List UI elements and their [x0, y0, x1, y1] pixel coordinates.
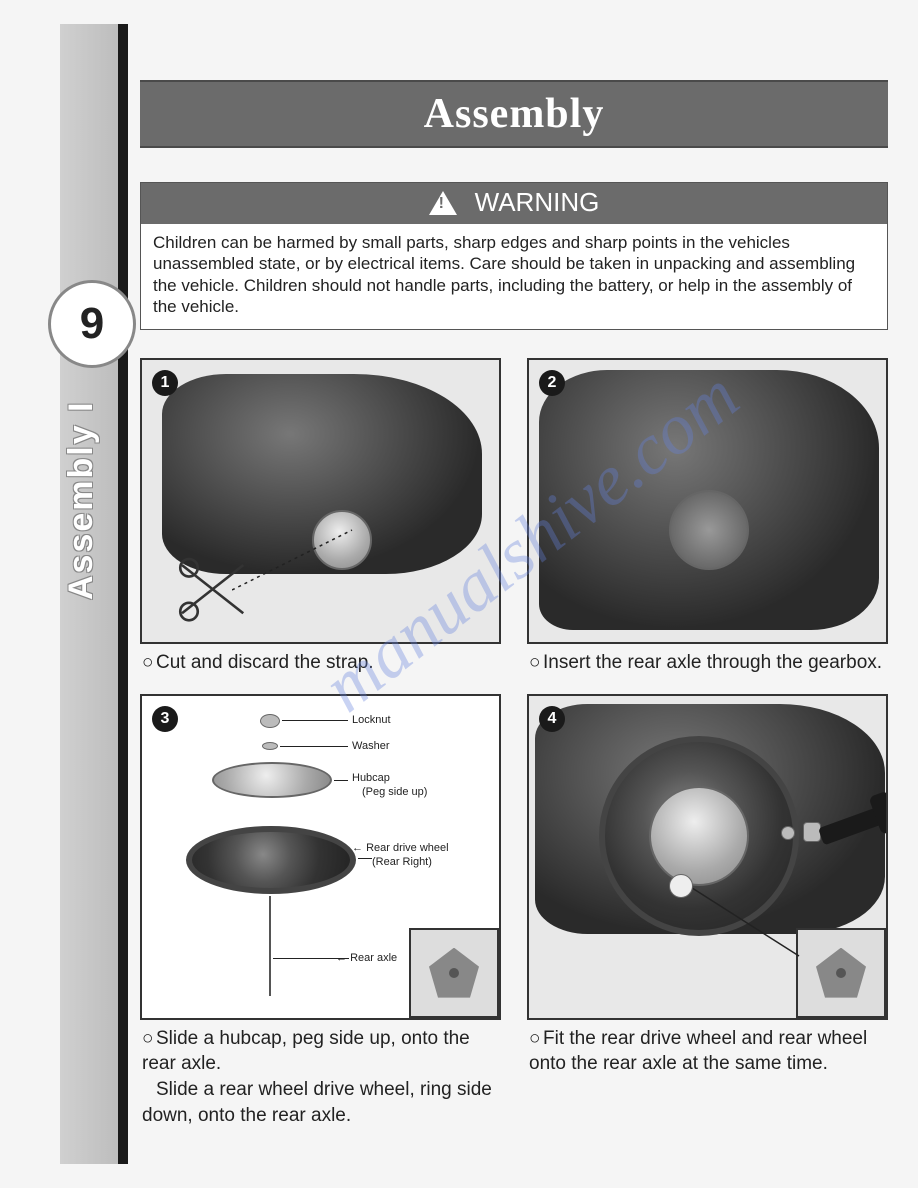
axle-label-text: Rear axle [350, 952, 397, 964]
bullet-icon: ○ [529, 650, 543, 676]
step-2: 2 ○Insert the rear axle through the gear… [527, 358, 888, 676]
warning-label: WARNING [475, 187, 600, 218]
exploded-view: Locknut Washer Hubcap (Peg side up) ← Re… [142, 696, 499, 1018]
caption-text: Fit the rear drive wheel and rear wheel … [529, 1028, 867, 1075]
washer-label: Washer [352, 740, 390, 752]
hubcap-note: (Peg side up) [362, 786, 427, 798]
callout-line [358, 858, 372, 859]
warning-box: WARNING Children can be harmed by small … [140, 182, 888, 330]
step-4-caption: ○Fit the rear drive wheel and rear wheel… [527, 1026, 888, 1077]
callout-line [282, 720, 348, 721]
step-2-figure: 2 [527, 358, 888, 644]
caption-text: Slide a rear wheel drive wheel, ring sid… [142, 1079, 492, 1126]
caption-text: Cut and discard the strap. [156, 652, 374, 673]
callout-line [334, 780, 348, 781]
dotted-line [232, 520, 362, 600]
step-2-caption: ○Insert the rear axle through the gearbo… [527, 650, 888, 676]
bullet-icon: ○ [142, 650, 156, 676]
hubcap-label: Hubcap [352, 772, 390, 784]
step-badge: 1 [152, 370, 178, 396]
step-badge: 2 [539, 370, 565, 396]
step-badge: 3 [152, 706, 178, 732]
page-number-badge: 9 [48, 280, 136, 368]
steps-grid: 1 ○Cut and discard the strap. 2 [140, 358, 888, 1128]
header-title: Assembly [424, 90, 605, 138]
inset-detail [409, 928, 499, 1018]
warning-text: Children can be harmed by small parts, s… [141, 224, 887, 329]
caption-text: Insert the rear axle through the gearbox… [543, 652, 882, 673]
bullet-icon: ○ [529, 1026, 543, 1052]
inset-detail [796, 928, 886, 1018]
hubcap-part [212, 762, 332, 798]
step-3-figure: 3 Locknut Washer Hubcap (Peg side up) ← … [140, 694, 501, 1020]
step-4-figure: 4 [527, 694, 888, 1020]
axle-part [269, 896, 271, 996]
sidebar-black-strip [118, 24, 128, 1164]
step-1-caption: ○Cut and discard the strap. [140, 650, 501, 676]
step-1-figure: 1 [140, 358, 501, 644]
caption-text: Slide a hubcap, peg side up, onto the re… [142, 1028, 470, 1075]
bullet-icon: ○ [142, 1026, 156, 1052]
step-4: 4 ○Fit the rear drive wheel and rear whe… [527, 694, 888, 1129]
leader-line [679, 886, 809, 976]
content-area: Assembly WARNING Children can be harmed … [140, 24, 888, 1164]
side-section-label: Assembly I [62, 400, 101, 600]
tire-part [186, 826, 356, 894]
gearbox-illustration [669, 490, 749, 570]
cap-dot [669, 874, 693, 898]
step-badge: 4 [539, 706, 565, 732]
bullet-spacer [142, 1077, 156, 1103]
axle-label: ← Rear axle [336, 952, 397, 964]
mounted-hubcap [649, 786, 749, 886]
step-3-caption: ○Slide a hubcap, peg side up, onto the r… [140, 1026, 501, 1129]
step-1: 1 ○Cut and discard the strap. [140, 358, 501, 676]
locknut-label: Locknut [352, 714, 391, 726]
pentagon-cap-icon [816, 948, 866, 998]
locknut-part [260, 714, 280, 728]
page-number: 9 [80, 299, 104, 349]
washer-part [262, 742, 278, 750]
header-band: Assembly [140, 80, 888, 148]
pentagon-cap-icon [429, 948, 479, 998]
warning-header: WARNING [141, 183, 887, 224]
step-3: 3 Locknut Washer Hubcap (Peg side up) ← … [140, 694, 501, 1129]
warning-icon [429, 191, 457, 215]
callout-line [280, 746, 348, 747]
wheel-label-text: Rear drive wheel [366, 842, 449, 854]
washer-illustration [781, 826, 795, 840]
wheel-label: ← Rear drive wheel [352, 842, 449, 854]
wheel-note: (Rear Right) [372, 856, 432, 868]
